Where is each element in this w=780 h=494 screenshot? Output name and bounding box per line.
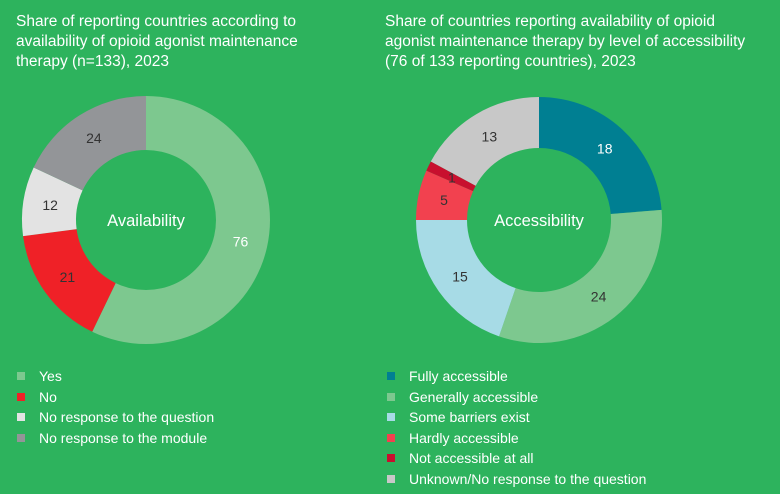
accessibility-legend-label: Unknown/No response to the question <box>409 470 647 487</box>
availability-chart-panel: Share of reporting countries according t… <box>0 0 370 494</box>
accessibility-legend-item-not-accessible-at-all: Not accessible at all <box>387 448 646 469</box>
availability-slice-no-response-to-the-question <box>22 167 83 237</box>
accessibility-slice-generally-accessible <box>499 209 662 343</box>
availability-legend-item-no-response-to-the-module: No response to the module <box>17 428 214 449</box>
accessibility-data-label-hardly-accessible: 5 <box>440 192 448 208</box>
accessibility-donut-chart: 18 24 15 51 13 Accessibility <box>416 97 662 343</box>
availability-data-label-no: 21 <box>60 269 76 285</box>
accessibility-title-line-1: Share of countries reporting availabilit… <box>385 13 715 30</box>
availability-slice-yes <box>92 96 270 344</box>
availability-legend-swatch <box>17 413 25 422</box>
accessibility-legend: Fully accessible Generally accessible Some… <box>387 366 646 489</box>
availability-legend-item-no-response-to-the-question: No response to the question <box>17 407 214 428</box>
availability-legend: Yes No No response to the question No respo… <box>17 366 214 448</box>
availability-data-label-no-response-to-the-question: 12 <box>42 197 58 213</box>
accessibility-legend-label: Fully accessible <box>409 368 508 384</box>
availability-title-line-3: therapy (n=133), 2023 <box>16 53 169 70</box>
accessibility-slice-unknown-no-response-to-the-question <box>430 97 539 186</box>
accessibility-legend-swatch <box>387 413 395 422</box>
accessibility-legend-item-fully-accessible: Fully accessible <box>387 366 646 387</box>
accessibility-legend-label: Hardly accessible <box>409 429 519 446</box>
accessibility-legend-swatch <box>387 372 395 381</box>
availability-donut-chart: 76 21 12 24 Availability <box>22 96 270 344</box>
accessibility-legend-label: Not accessible at all <box>409 450 534 466</box>
availability-legend-swatch <box>17 433 25 442</box>
availability-center-label: Availability <box>107 212 185 230</box>
accessibility-legend-swatch <box>387 474 395 483</box>
accessibility-chart-panel: Share of countries reporting availabilit… <box>370 0 780 494</box>
accessibility-legend-swatch <box>387 454 395 463</box>
accessibility-legend-item-some-barriers-exist: Some barriers exist <box>387 407 646 428</box>
availability-legend-label: Yes <box>39 368 62 384</box>
availability-legend-item-yes: Yes <box>17 366 214 387</box>
availability-legend-label: No <box>39 388 57 405</box>
availability-slice-no <box>23 229 116 332</box>
accessibility-slice-fully-accessible <box>539 97 662 215</box>
availability-data-label-no-response-to-the-module: 24 <box>86 130 102 146</box>
accessibility-slice-not-accessible-at-all <box>426 161 476 192</box>
accessibility-chart-title: Share of countries reporting availabilit… <box>385 12 775 72</box>
accessibility-legend-swatch <box>387 392 395 401</box>
accessibility-legend-item-unknown-no-response-to-the-question: Unknown/No response to the question <box>387 469 646 490</box>
accessibility-title-line-3: (76 of 133 reporting countries), 2023 <box>385 53 636 70</box>
accessibility-title-line-2: agonist maintenance therapy by level of … <box>385 33 746 50</box>
accessibility-slice-hardly-accessible <box>416 170 474 220</box>
accessibility-data-label-generally-accessible: 24 <box>591 289 607 305</box>
accessibility-legend-item-generally-accessible: Generally accessible <box>387 387 646 408</box>
availability-legend-swatch <box>17 372 25 381</box>
availability-legend-swatch <box>17 392 25 401</box>
accessibility-data-label-some-barriers-exist: 15 <box>452 268 468 284</box>
availability-legend-label: No response to the module <box>39 429 208 446</box>
accessibility-data-label-unknown-no-response-to-the-question: 13 <box>482 129 498 145</box>
availability-legend-label: No response to the question <box>39 409 215 425</box>
availability-chart-title: Share of reporting countries according t… <box>16 12 356 72</box>
accessibility-center-label: Accessibility <box>494 212 585 230</box>
accessibility-data-label-fully-accessible: 18 <box>597 141 613 157</box>
accessibility-legend-label: Some barriers exist <box>409 409 530 425</box>
accessibility-legend-swatch <box>387 433 395 442</box>
accessibility-legend-label: Generally accessible <box>409 388 539 405</box>
availability-slice-no-response-to-the-module <box>33 96 146 191</box>
accessibility-slice-some-barriers-exist <box>416 220 516 337</box>
accessibility-data-label-not-accessible-at-all: 1 <box>448 169 456 185</box>
availability-legend-item-no: No <box>17 387 214 408</box>
availability-data-label-yes: 76 <box>233 234 249 250</box>
accessibility-legend-item-hardly-accessible: Hardly accessible <box>387 428 646 449</box>
availability-title-line-1: Share of reporting countries according t… <box>16 13 297 30</box>
availability-title-line-2: availability of opioid agonist maintenan… <box>16 33 298 50</box>
